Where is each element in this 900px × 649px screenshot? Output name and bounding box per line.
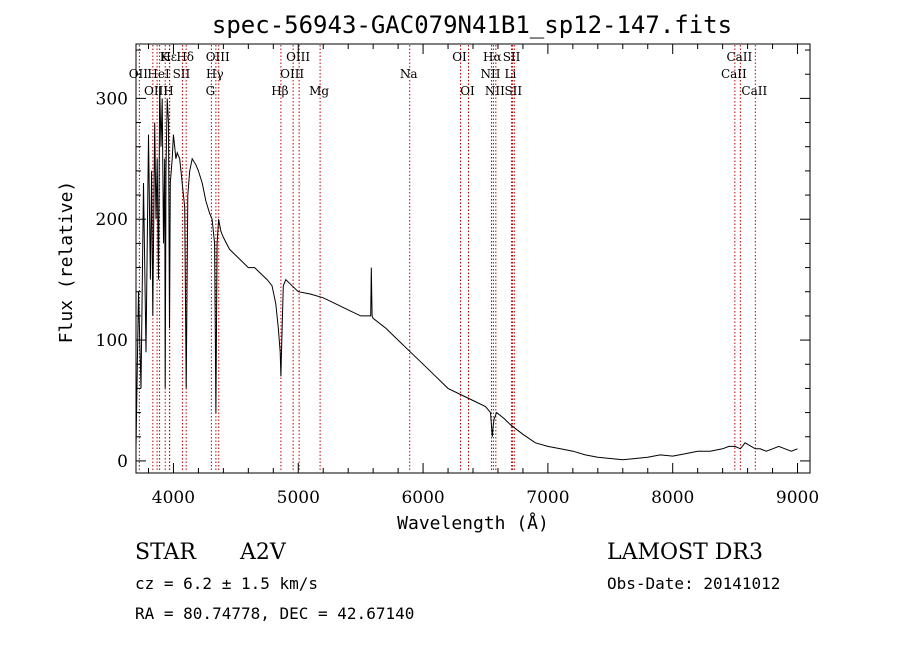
line-label-2-4: OIII xyxy=(280,67,304,81)
line-label-2-3: Hγ xyxy=(206,67,224,81)
y-axis-ticks: 0 100 200 300 xyxy=(96,49,810,472)
y-tick-label-300: 300 xyxy=(96,89,128,109)
line-label-3-3: Hβ xyxy=(271,84,288,98)
x-tick-label-6000: 6000 xyxy=(401,488,444,508)
line-label-2-8: CaII xyxy=(721,67,747,81)
line-label-1-7: SII xyxy=(503,50,521,64)
x-axis-ticks: 4000 5000 6000 7000 8000 9000 xyxy=(147,44,819,508)
line-label-1-3: OIII xyxy=(206,50,230,64)
line-label-3-0: OIII xyxy=(144,84,168,98)
x-axis-label: Wavelength (Å) xyxy=(397,512,549,534)
x-tick-label-9000: 9000 xyxy=(776,488,819,508)
coordinates: RA = 80.74778, DEC = 42.67140 xyxy=(135,604,415,623)
line-label-1-0: Hε xyxy=(160,50,177,64)
line-label-1-1: K xyxy=(160,50,170,64)
x-tick-label-7000: 7000 xyxy=(526,488,569,508)
y-tick-label-100: 100 xyxy=(96,331,128,351)
line-label-2-6: NII xyxy=(480,67,500,81)
x-tick-label-5000: 5000 xyxy=(277,488,320,508)
plot-frame xyxy=(135,43,811,474)
line-label-1-4: OIII xyxy=(286,50,310,64)
line-label-3-2: G xyxy=(206,84,216,98)
line-label-2-7: Li xyxy=(505,67,517,81)
survey-name: LAMOST DR3 xyxy=(607,540,763,565)
observation-date: Obs-Date: 20141012 xyxy=(607,574,781,593)
line-label-3-8: CaII xyxy=(741,84,767,98)
line-markers xyxy=(138,45,756,472)
line-label-3-7: SII xyxy=(504,84,522,98)
line-label-2-5: Na xyxy=(400,67,418,81)
x-tick-label-8000: 8000 xyxy=(651,488,694,508)
line-label-2-2: SII xyxy=(173,67,191,81)
object-subclass: A2V xyxy=(240,540,286,565)
line-label-3-6: NII xyxy=(485,84,505,98)
line-label-3-5: OI xyxy=(460,84,475,98)
line-label-1-2: Hδ xyxy=(176,50,194,64)
line-label-1-6: Hα xyxy=(483,50,502,64)
object-class: STAR xyxy=(135,540,196,565)
line-label-1-8: CaII xyxy=(726,50,752,64)
redshift-cz: cz = 6.2 ± 1.5 km/s xyxy=(135,574,319,593)
flux-series-line xyxy=(135,86,798,461)
line-label-2-1: HeI xyxy=(147,67,170,81)
line-label-1-5: OI xyxy=(452,50,467,64)
y-tick-label-0: 0 xyxy=(117,452,128,472)
y-tick-label-200: 200 xyxy=(96,210,128,230)
chart-title: spec-56943-GAC079N41B1_sp12-147.fits xyxy=(212,11,732,39)
line-label-3-4: Mg xyxy=(309,84,329,98)
x-tick-label-4000: 4000 xyxy=(152,488,195,508)
y-axis-label: Flux (relative) xyxy=(56,181,77,344)
line-label-3-1: H xyxy=(163,84,173,98)
